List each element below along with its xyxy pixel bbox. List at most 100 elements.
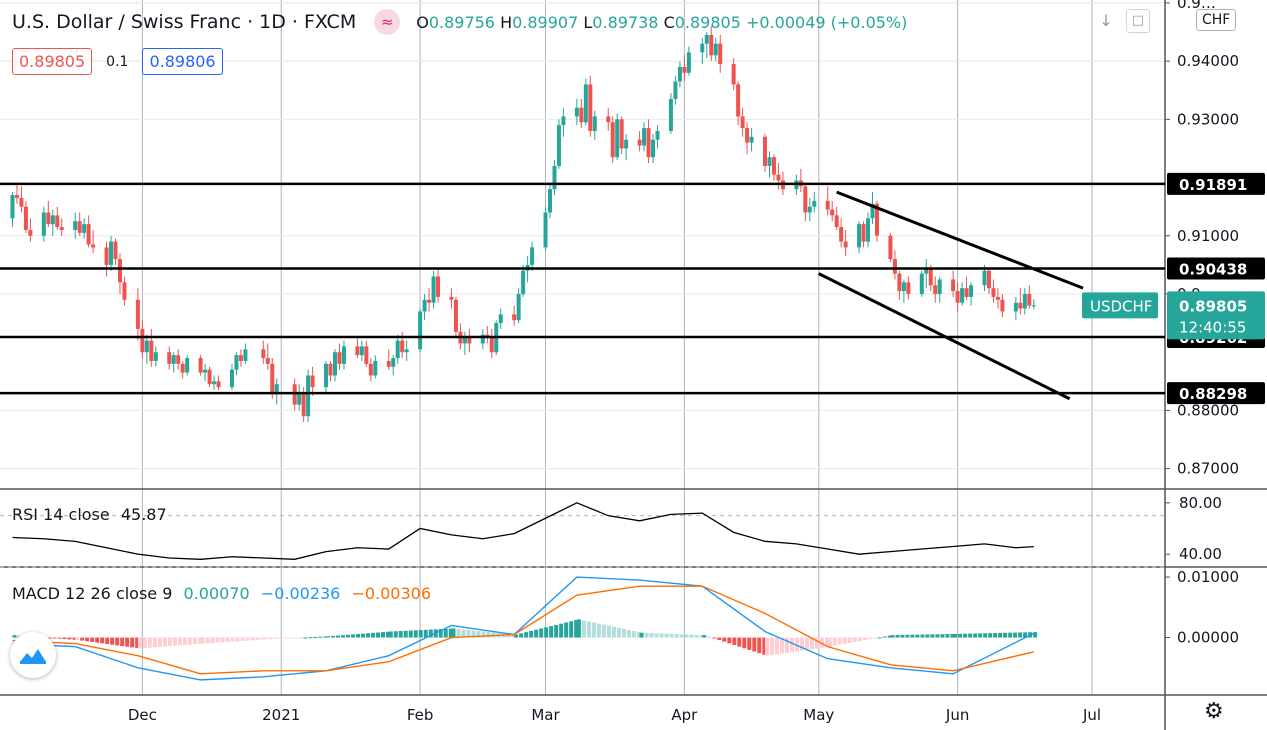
macd-hist-bar — [702, 635, 707, 638]
candle-body — [901, 282, 906, 292]
macd-hist-bar — [12, 635, 17, 638]
sell-button[interactable]: 0.89805 — [12, 48, 93, 75]
countdown-label: 12:40:55 — [1179, 318, 1246, 336]
macd-hist-bar — [240, 637, 245, 641]
macd-hist-bar — [448, 628, 453, 638]
buy-button[interactable]: 0.89806 — [142, 48, 223, 75]
macd-hist-bar — [514, 634, 519, 638]
candle-body — [552, 165, 557, 190]
last-price-bg — [1167, 291, 1265, 340]
candle-body — [431, 276, 436, 303]
macd-hist-bar — [167, 637, 172, 647]
logo-icon[interactable] — [10, 632, 56, 678]
macd-hist-bar — [621, 628, 626, 638]
macd-hist-bar — [847, 637, 852, 643]
macd-hist-bar — [544, 627, 549, 638]
macd-hist-bar — [616, 627, 621, 638]
gear-icon[interactable]: ⚙ — [1204, 699, 1224, 724]
macd-hist-bar — [890, 635, 895, 638]
macd-hist-bar — [935, 634, 940, 638]
macd-hist-bar — [341, 635, 346, 638]
macd-hist-bar — [408, 630, 413, 638]
chart-header: U.S. Dollar / Swiss Franc · 1D · FXCM ≈ … — [12, 8, 907, 36]
arrow-down-icon[interactable]: ↓ — [1099, 11, 1113, 30]
macd-hist-bar — [52, 637, 57, 639]
candle-body — [400, 340, 405, 353]
macd-hist-bar — [443, 628, 448, 638]
x-tick-label: Dec — [128, 706, 157, 724]
candle-body — [122, 282, 127, 300]
candle-body — [1031, 305, 1036, 307]
macd-hist-bar — [278, 637, 283, 639]
candle-body — [767, 157, 772, 166]
candle-body — [167, 352, 172, 364]
candle-body — [740, 116, 745, 129]
macd-hist-bar — [230, 637, 235, 642]
macd-hist-bar — [481, 631, 486, 638]
macd-hist-bar — [805, 637, 810, 650]
candle-body — [50, 215, 55, 225]
macd-hist-bar — [273, 637, 278, 639]
candle-body — [709, 34, 714, 56]
candle-body — [619, 119, 624, 149]
macd-hist-bar — [626, 630, 631, 638]
currency-button[interactable]: CHF — [1196, 9, 1237, 31]
macd-hist-bar — [877, 637, 882, 639]
macd-hist-bar — [717, 637, 722, 641]
spread-value: 0.1 — [106, 53, 129, 70]
macd-hist-bar — [172, 637, 177, 646]
macd-hist-bar — [842, 637, 847, 644]
macd-hist-bar — [356, 634, 361, 638]
approx-icon[interactable]: ≈ — [374, 9, 401, 35]
candle-body — [207, 369, 212, 385]
macd-hist-bar — [747, 637, 752, 650]
macd-hist-bar — [476, 630, 481, 638]
candle-body — [46, 212, 51, 225]
candle-body — [41, 212, 46, 236]
macd-hist-bar — [361, 633, 366, 638]
macd-hist-bar — [993, 633, 998, 638]
macd-hist-bar — [152, 637, 157, 648]
macd-hist-bar — [255, 637, 260, 640]
maximize-icon[interactable]: □ — [1126, 9, 1150, 33]
macd-hist-bar — [135, 637, 140, 649]
macd-value: 0.00070 — [183, 584, 250, 603]
macd-hist-bar — [694, 634, 699, 638]
macd-hist-bar — [820, 637, 825, 648]
macd-hist-bar — [200, 637, 205, 644]
macd-hist-bar — [486, 631, 491, 638]
macd-hist-bar — [815, 637, 820, 649]
macd-hist-bar — [669, 633, 674, 638]
candle-body — [1018, 302, 1023, 309]
signal-line — [12, 585, 1034, 675]
low-value: 0.89738 — [592, 12, 659, 32]
candle-body — [624, 139, 629, 149]
macd-hist-bar — [569, 621, 574, 638]
cloud-icon — [20, 649, 46, 664]
macd-hist-bar — [461, 629, 466, 638]
candle-body — [906, 282, 911, 294]
candle-body — [144, 340, 149, 353]
candle-body — [955, 291, 960, 303]
candle-body — [324, 363, 329, 388]
macd-hist-bar — [1008, 632, 1013, 638]
candle-body — [1027, 293, 1032, 306]
macd-hist-bar — [940, 634, 945, 638]
rsi-y-tick-label: 80.00 — [1179, 494, 1222, 512]
macd-hist-bar — [57, 637, 62, 639]
candle-body — [274, 384, 279, 393]
x-tick-label: Mar — [531, 706, 560, 724]
candle-body — [1013, 302, 1018, 312]
macd-hist-bar — [664, 633, 669, 638]
symbol-title[interactable]: U.S. Dollar / Swiss Franc · 1D · FXCM — [12, 11, 357, 33]
candle-body — [140, 328, 145, 353]
candle-body — [404, 349, 409, 353]
macd-hist-bar — [722, 637, 727, 642]
macd-hist-bar — [689, 634, 694, 638]
macd-hist-bar — [872, 637, 877, 639]
candle-body — [395, 340, 400, 359]
macd-hist-bar — [867, 637, 872, 640]
macd-hist-bar — [978, 633, 983, 638]
low-label: L — [583, 12, 593, 32]
